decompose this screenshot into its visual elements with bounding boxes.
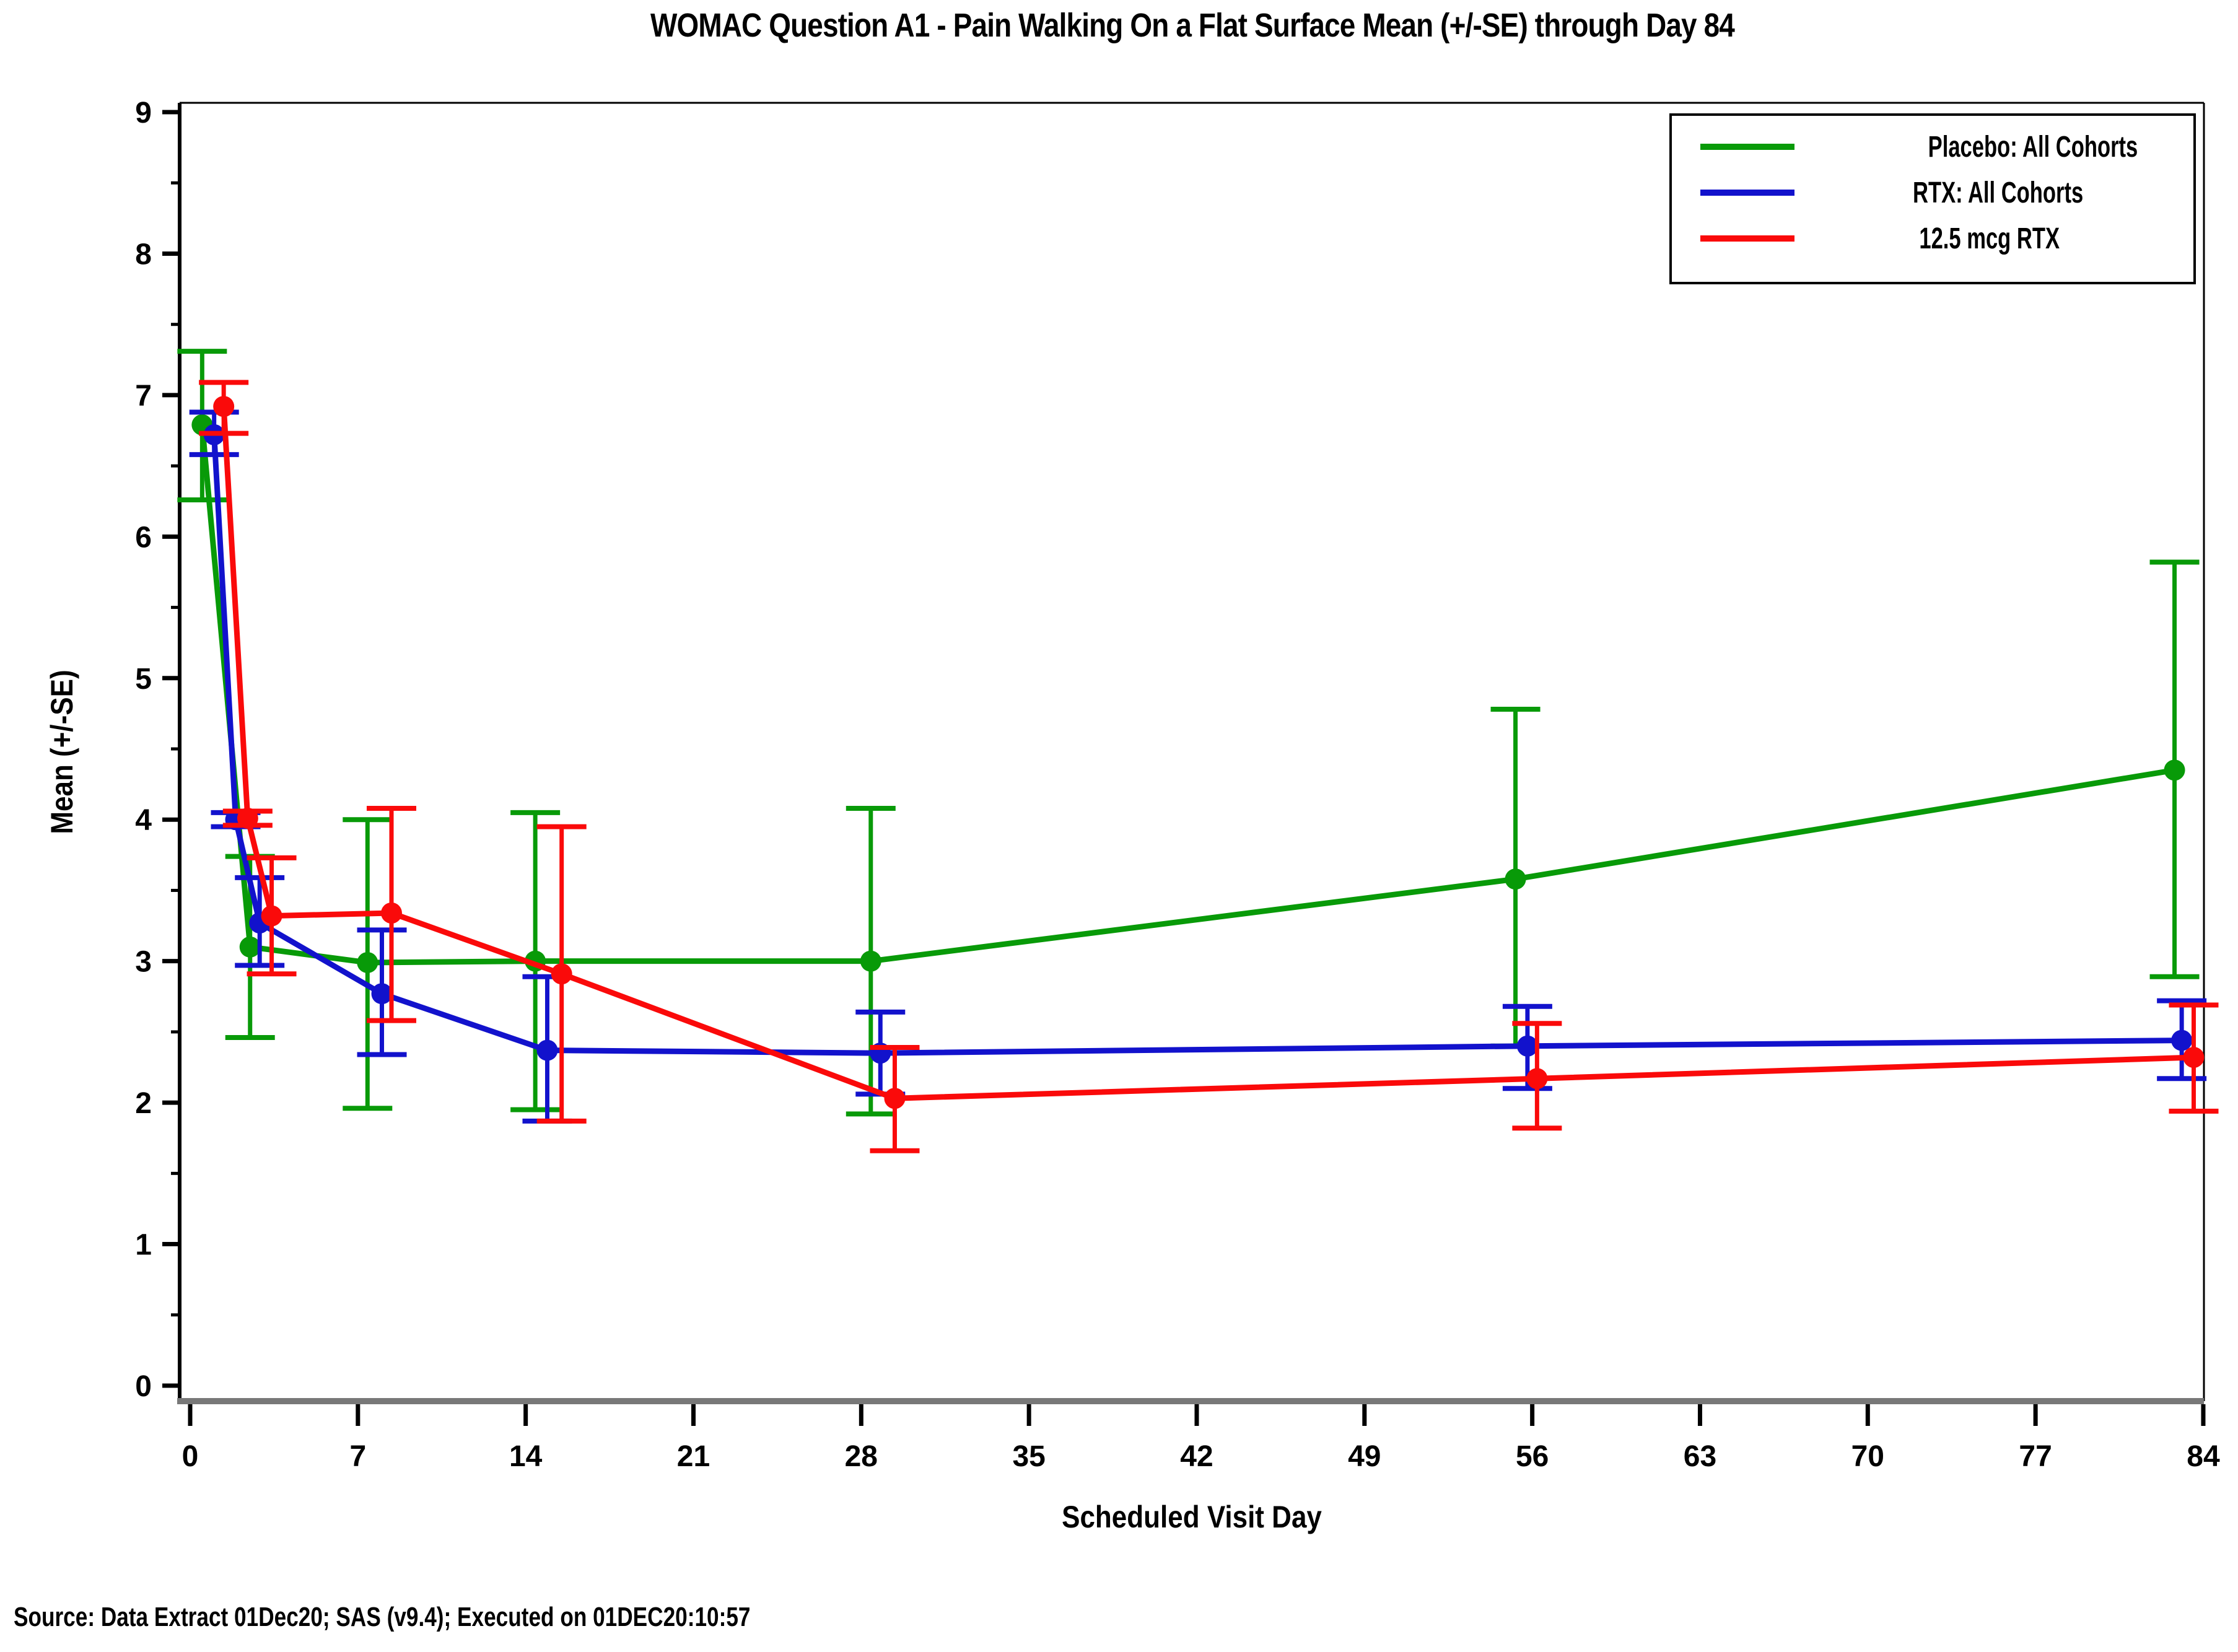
legend-swatch-rtx-all-line (1700, 190, 1794, 196)
svg-text:5: 5 (135, 663, 152, 696)
svg-text:2: 2 (135, 1087, 152, 1120)
svg-text:56: 56 (1516, 1440, 1549, 1473)
svg-text:0: 0 (135, 1370, 152, 1403)
svg-text:63: 63 (1684, 1440, 1716, 1473)
svg-text:77: 77 (2019, 1440, 2052, 1473)
svg-text:4: 4 (135, 804, 152, 837)
y-axis-title: Mean (+/-SE) (45, 670, 79, 834)
svg-text:84: 84 (2187, 1440, 2220, 1473)
svg-text:7: 7 (349, 1440, 366, 1473)
legend-label-placebo: Placebo: All Cohorts (1928, 130, 2138, 164)
legend-label-rtx-all: RTX: All Cohorts (1913, 176, 2084, 209)
svg-text:1: 1 (135, 1229, 152, 1262)
svg-text:42: 42 (1180, 1440, 1213, 1473)
legend-swatch-placebo-line (1700, 144, 1794, 150)
legend-item-rtx-125: 12.5 mcg RTX (1672, 216, 2193, 261)
x-axis-title: Scheduled Visit Day (1062, 1500, 1322, 1534)
svg-text:6: 6 (135, 521, 152, 554)
legend-swatch-rtx-125-line (1700, 235, 1794, 242)
svg-text:7: 7 (135, 380, 152, 413)
svg-text:49: 49 (1348, 1440, 1381, 1473)
source-note: Source: Data Extract 01Dec20; SAS (v9.4)… (14, 1602, 751, 1632)
svg-text:0: 0 (182, 1440, 199, 1473)
legend-item-placebo: Placebo: All Cohorts (1672, 125, 2193, 169)
svg-text:14: 14 (509, 1440, 543, 1473)
legend-label-rtx-125: 12.5 mcg RTX (1919, 222, 2060, 255)
svg-text:3: 3 (135, 946, 152, 979)
svg-text:21: 21 (677, 1440, 710, 1473)
legend-item-rtx-all: RTX: All Cohorts (1672, 170, 2193, 215)
legend: Placebo: All Cohorts RTX: All Cohorts 12… (1669, 113, 2196, 284)
svg-text:70: 70 (1851, 1440, 1884, 1473)
svg-text:35: 35 (1012, 1440, 1045, 1473)
svg-text:8: 8 (135, 238, 152, 271)
chart-title: WOMAC Question A1 - Pain Walking On a Fl… (650, 7, 1735, 44)
svg-text:28: 28 (845, 1440, 878, 1473)
svg-text:9: 9 (135, 97, 152, 129)
